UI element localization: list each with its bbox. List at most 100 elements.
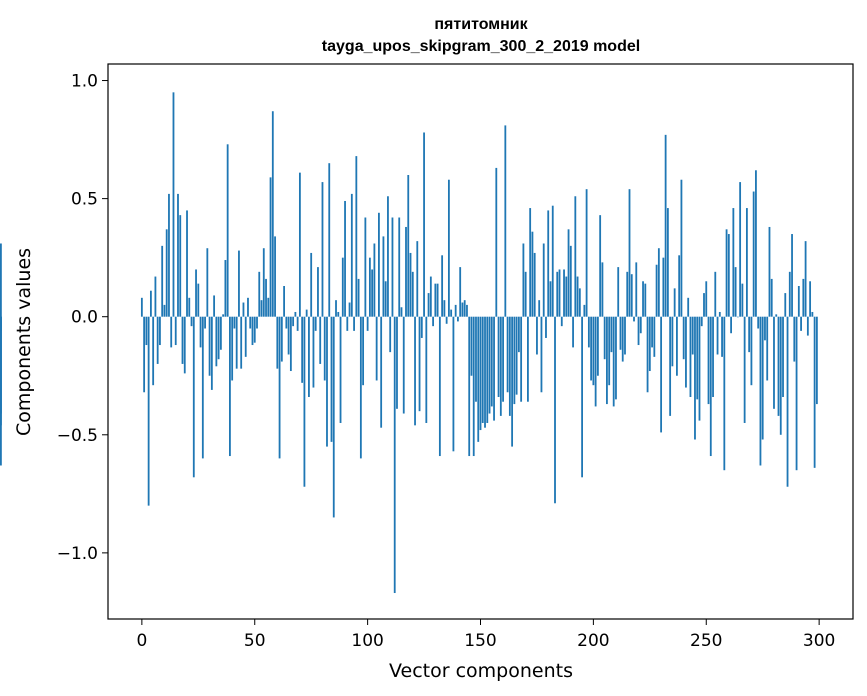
x-tick-label-200: 200 [577, 631, 609, 651]
bar-207 [608, 316, 611, 386]
bar-0 [140, 297, 143, 317]
bar-48 [249, 316, 252, 329]
bar-274 [759, 316, 762, 466]
bar-258 [723, 316, 726, 471]
bar-201 [594, 316, 597, 407]
bar-112 [393, 316, 396, 594]
bar-52 [258, 271, 261, 317]
bar-143 [463, 300, 466, 317]
bar-90 [344, 200, 346, 317]
bar-277 [766, 316, 769, 381]
bar-53 [260, 300, 263, 317]
bar-228 [655, 264, 658, 317]
bar-217 [630, 274, 633, 317]
bar-3 [147, 316, 150, 506]
bar-225 [648, 316, 651, 372]
bar-151 [481, 316, 484, 423]
bar-6 [154, 276, 157, 317]
bar-31 [210, 316, 213, 390]
bar-178 [542, 243, 545, 317]
bar-251 [707, 316, 710, 405]
bar-8 [159, 316, 161, 346]
bar-239 [680, 179, 683, 317]
bar-83 [328, 163, 331, 317]
bar-227 [653, 316, 656, 357]
bar-211 [617, 267, 620, 317]
bar-22 [190, 316, 193, 327]
bar-233 [666, 208, 669, 317]
bar-109 [387, 196, 389, 317]
bar-125 [423, 132, 425, 317]
bar-256 [718, 311, 721, 317]
y-tick-label-2: 0.0 [71, 308, 98, 328]
bar-289 [793, 316, 796, 362]
bar-206 [606, 316, 608, 405]
bar-171 [527, 316, 529, 402]
bar-179 [545, 316, 547, 338]
bar-133 [441, 255, 444, 317]
bar-93 [350, 193, 353, 317]
bar-253 [712, 316, 714, 397]
bar-98 [362, 316, 365, 386]
bar-220 [637, 316, 640, 346]
bar-267 [743, 316, 746, 423]
x-tick-label-100: 100 [351, 631, 383, 651]
bar-293 [802, 278, 805, 317]
bar-203 [599, 215, 602, 317]
bar-169 [522, 243, 525, 317]
bar-164 [511, 316, 514, 447]
bar-299 [815, 316, 818, 405]
bar-175 [536, 316, 538, 355]
bar-262 [732, 208, 735, 317]
bar-155 [490, 316, 493, 407]
bar-213 [621, 316, 624, 362]
bar-237 [676, 316, 678, 376]
bar-2 [145, 316, 148, 346]
bar-41 [233, 316, 236, 329]
bar-208 [610, 316, 613, 353]
bar-231 [662, 257, 665, 317]
bar-218 [633, 316, 635, 322]
bar-252 [709, 316, 712, 457]
bar-154 [488, 316, 491, 414]
bar-278 [768, 226, 771, 317]
bar-173 [531, 231, 534, 317]
bar-55 [265, 278, 267, 317]
bar-270 [750, 316, 753, 386]
bar-17 [179, 215, 182, 317]
bar-148 [475, 316, 477, 402]
bar-115 [400, 307, 403, 317]
bar-241 [685, 316, 687, 388]
bar-283 [779, 316, 782, 435]
bar-54 [262, 248, 265, 317]
bar-242 [687, 297, 690, 317]
bar-141 [459, 267, 462, 317]
bar-1 [143, 316, 146, 393]
bar-280 [773, 316, 775, 409]
bar-91 [346, 316, 349, 331]
bar-56 [267, 297, 270, 317]
bar-82 [326, 316, 328, 447]
bar-161 [504, 125, 507, 317]
bar-192 [574, 196, 577, 317]
bar-16 [177, 193, 179, 317]
bar-216 [628, 189, 631, 317]
bar-191 [572, 316, 574, 348]
bar-99 [364, 217, 367, 317]
bar-38 [226, 144, 229, 317]
bar-63 [283, 286, 285, 317]
bar-198 [587, 316, 590, 348]
bar-81 [323, 316, 326, 381]
bar-263 [734, 267, 737, 317]
bar-20 [186, 210, 188, 317]
y-tick-label-4: 1.0 [71, 72, 98, 92]
bar-129 [432, 316, 434, 327]
bar-131 [436, 283, 439, 317]
bar-139 [454, 304, 457, 317]
bar-119 [409, 252, 412, 317]
bar-210 [615, 316, 617, 400]
bar-40 [231, 316, 234, 381]
bar-100 [366, 316, 369, 331]
chart-title-line-2: tayga_upos_skipgram_300_2_2019 model [322, 38, 640, 55]
